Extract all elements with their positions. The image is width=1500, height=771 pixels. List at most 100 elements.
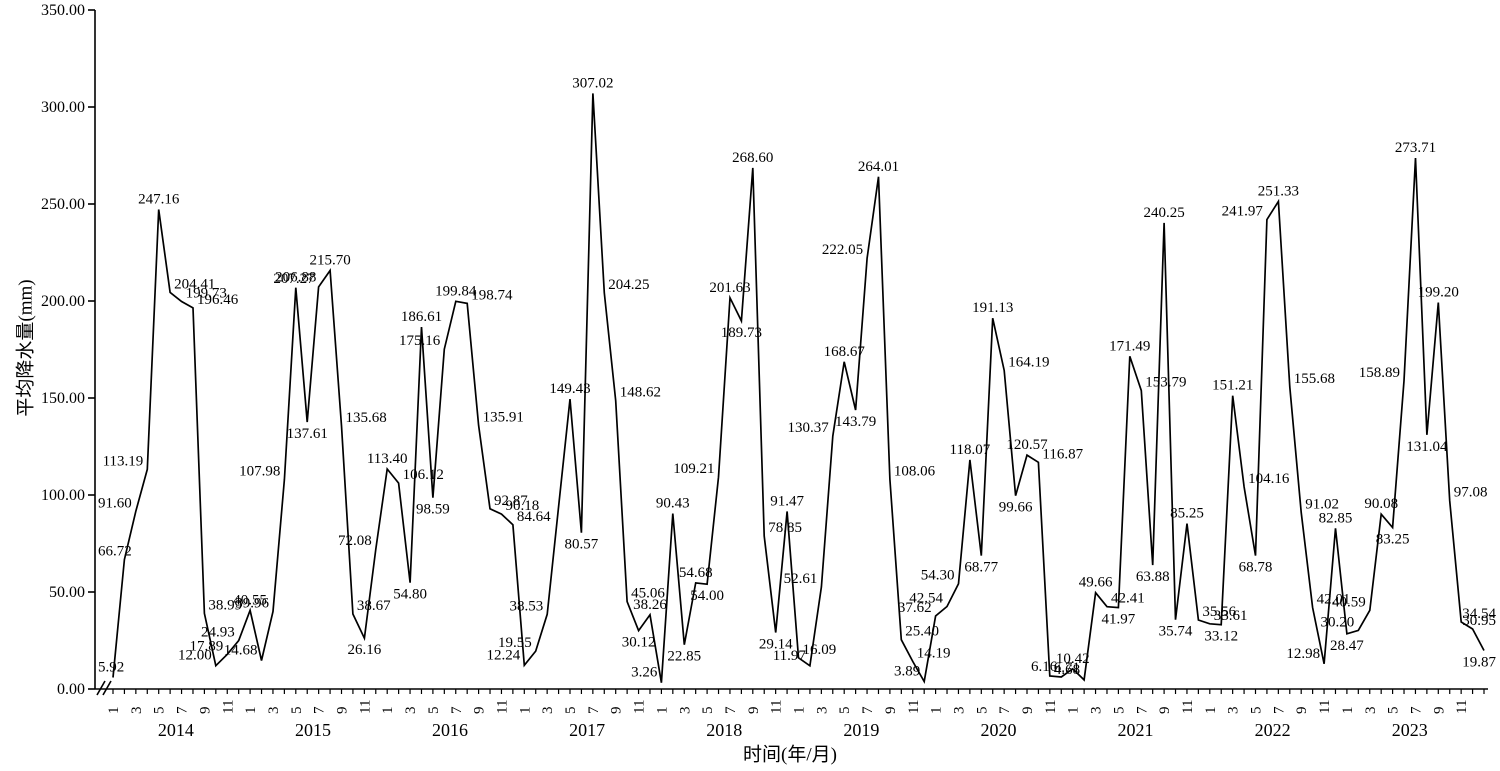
data-point-label: 251.33 <box>1258 183 1299 199</box>
month-tick-label: 9 <box>1020 707 1036 715</box>
data-point-label: 85.25 <box>1170 506 1204 522</box>
y-tick-label: 350.00 <box>41 2 85 19</box>
data-point-label: 38.67 <box>357 598 391 614</box>
month-tick-label: 3 <box>266 707 282 715</box>
data-point-label: 41.97 <box>1102 612 1136 628</box>
month-tick-label: 11 <box>632 700 648 714</box>
month-tick-label: 3 <box>951 707 967 715</box>
data-point-label: 175.16 <box>399 333 441 349</box>
y-tick-label: 50.00 <box>49 584 85 601</box>
axis-break-icon <box>96 680 112 696</box>
year-label: 2017 <box>569 720 605 740</box>
data-point-label: 29.14 <box>759 637 793 653</box>
month-tick-label: 3 <box>403 707 419 715</box>
data-point-label: 3.26 <box>631 665 658 681</box>
y-axis-title: 平均降水量(mm) <box>15 279 37 417</box>
data-point-label: 54.68 <box>679 565 713 581</box>
data-point-label: 38.53 <box>509 598 543 614</box>
y-tick-labels: 0.00 50.00 100.00 150.00 200.00 250.00 300.00 3… <box>41 2 95 698</box>
data-point-label: 66.72 <box>98 544 132 560</box>
month-tick-label: 7 <box>449 706 465 714</box>
data-point-label: 98.59 <box>416 502 450 518</box>
data-point-label: 5.92 <box>98 660 124 676</box>
data-point-label: 40.59 <box>1332 594 1366 610</box>
data-point-label: 6.16 <box>1031 659 1058 675</box>
data-point-label: 135.68 <box>346 410 387 426</box>
data-point-label: 113.40 <box>367 451 408 467</box>
year-label: 2015 <box>295 720 331 740</box>
data-point-label: 49.66 <box>1079 575 1113 591</box>
data-point-label: 164.19 <box>1008 355 1049 371</box>
data-point-label: 90.43 <box>656 496 690 512</box>
data-point-label: 45.06 <box>631 586 665 602</box>
month-tick-label: 9 <box>746 707 762 715</box>
y-tick-label: 100.00 <box>41 487 85 504</box>
y-tick-label: 300.00 <box>41 99 85 116</box>
data-point-label: 54.30 <box>921 568 955 584</box>
data-point-label: 113.19 <box>103 453 144 469</box>
month-tick-label: 11 <box>1454 700 1470 714</box>
data-point-label: 91.60 <box>98 495 132 511</box>
data-point-label: 196.46 <box>197 292 239 308</box>
data-point-label: 83.25 <box>1376 532 1410 548</box>
data-point-label: 54.00 <box>690 588 724 604</box>
data-point-label: 186.61 <box>401 309 442 325</box>
data-point-label: 307.02 <box>572 75 613 91</box>
month-tick-label: 1 <box>106 707 122 715</box>
month-tick-label: 1 <box>929 707 945 715</box>
data-point-label: 153.79 <box>1145 375 1186 391</box>
data-point-label: 35.74 <box>1159 624 1193 640</box>
month-tick-label: 5 <box>152 707 168 715</box>
data-point-label: 199.20 <box>1418 285 1459 301</box>
x-axis-title: 时间(年/月) <box>743 744 837 766</box>
data-point-label: 199.73 <box>186 286 227 302</box>
month-tick-label: 3 <box>540 707 556 715</box>
month-tick-label: 5 <box>289 707 305 715</box>
month-tick-label: 7 <box>997 706 1013 714</box>
data-point-label: 171.49 <box>1109 338 1150 354</box>
y-tick-label: 150.00 <box>41 390 85 407</box>
month-tick-label: 5 <box>837 707 853 715</box>
month-tick-label: 1 <box>654 707 670 715</box>
data-point-label: 68.77 <box>964 560 998 576</box>
data-point-label: 28.47 <box>1330 638 1364 654</box>
data-point-label: 91.02 <box>1305 496 1339 512</box>
data-point-label: 42.54 <box>909 591 943 607</box>
x-month-ticks <box>112 689 1485 694</box>
data-point-label: 63.88 <box>1136 569 1170 585</box>
data-point-label: 198.74 <box>471 287 513 303</box>
month-tick-label: 11 <box>906 700 922 714</box>
year-label: 2021 <box>1118 720 1154 740</box>
month-tick-labels: 1 3 5 7 9 11 1 3 5 7 9 11 1 3 5 7 9 11 1 3 5 7 9 11 1 3 5 7 9 11 1 3 5 7 9… <box>106 700 1470 714</box>
data-point-label: 151.21 <box>1212 378 1253 394</box>
month-tick-label: 9 <box>1431 707 1447 715</box>
data-point-label: 54.80 <box>393 587 427 603</box>
data-point-label: 240.25 <box>1143 205 1184 221</box>
data-point-label: 26.16 <box>348 642 382 658</box>
month-tick-label: 9 <box>197 707 213 715</box>
month-tick-label: 9 <box>1157 707 1173 715</box>
data-point-label: 143.79 <box>835 414 876 430</box>
month-tick-label: 7 <box>175 706 191 714</box>
data-point-label: 72.08 <box>338 533 372 549</box>
data-point-label: 35.56 <box>1202 604 1236 620</box>
month-tick-label: 5 <box>974 707 990 715</box>
data-point-label: 78.85 <box>768 520 802 536</box>
month-tick-label: 11 <box>1180 700 1196 714</box>
data-point-label: 222.05 <box>822 242 863 258</box>
month-tick-label: 9 <box>609 707 625 715</box>
data-point-label: 206.88 <box>275 270 316 286</box>
month-tick-label: 11 <box>357 700 373 714</box>
month-tick-label: 1 <box>380 707 396 715</box>
year-label: 2018 <box>706 720 742 740</box>
data-point-label: 158.89 <box>1359 365 1400 381</box>
data-point-label: 82.85 <box>1319 510 1353 526</box>
month-tick-label: 3 <box>1363 707 1379 715</box>
data-point-label: 38.99 <box>208 597 242 613</box>
year-label: 2016 <box>432 720 468 740</box>
month-tick-label: 9 <box>1294 707 1310 715</box>
precipitation-line <box>112 93 1485 684</box>
data-point-label: 30.20 <box>1321 614 1355 630</box>
data-point-label: 204.25 <box>608 277 649 293</box>
